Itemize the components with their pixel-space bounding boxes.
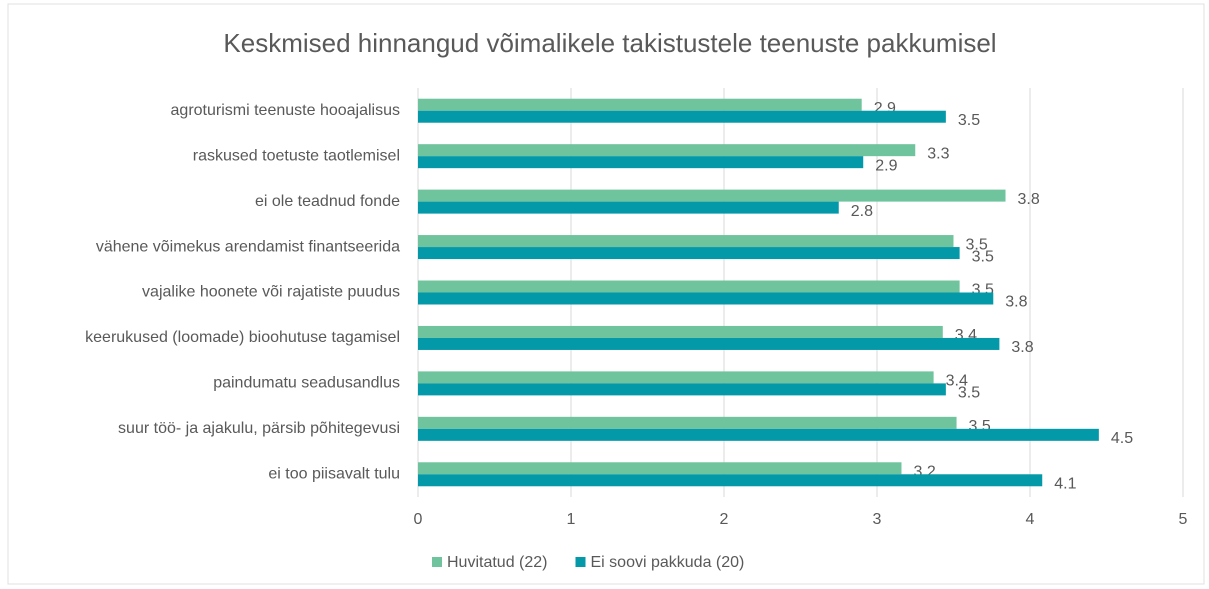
category-label: ei too piisavalt tulu xyxy=(268,465,400,482)
category-label: agroturismi teenuste hooajalisus xyxy=(171,102,400,119)
x-tick-label: 2 xyxy=(720,511,729,528)
bar xyxy=(418,383,946,396)
bar xyxy=(418,292,994,305)
data-label: 3.5 xyxy=(958,112,980,129)
data-label: 4.1 xyxy=(1054,475,1076,492)
bar xyxy=(418,280,960,293)
bar xyxy=(418,428,1099,441)
data-label: 3.3 xyxy=(927,145,949,162)
x-tick-label: 0 xyxy=(414,511,423,528)
data-label: 3.5 xyxy=(958,385,980,402)
bar xyxy=(418,201,839,214)
bar xyxy=(418,189,1006,202)
data-label: 2.8 xyxy=(851,203,873,220)
x-tick-label: 5 xyxy=(1179,511,1188,528)
data-label: 3.8 xyxy=(1011,339,1033,356)
bar xyxy=(418,474,1043,487)
x-tick-label: 4 xyxy=(1026,511,1035,528)
chart-title: Keskmised hinnangud võimalikele takistus… xyxy=(223,28,996,58)
bar xyxy=(418,98,862,111)
legend-swatch xyxy=(575,557,586,567)
category-label: paindumatu seadusandlus xyxy=(213,375,400,392)
legend-label: Huvitatud (22) xyxy=(447,554,548,571)
x-tick-label: 3 xyxy=(873,511,882,528)
bar xyxy=(418,337,1000,350)
bar xyxy=(418,462,902,475)
legend-label: Ei soovi pakkuda (20) xyxy=(591,554,745,571)
category-label: keerukused (loomade) bioohutuse tagamise… xyxy=(85,329,400,346)
bar xyxy=(418,235,954,248)
x-tick-label: 1 xyxy=(567,511,576,528)
category-label: vajalike hoonete või rajatiste puudus xyxy=(142,284,400,301)
bar xyxy=(418,110,946,123)
data-label: 3.8 xyxy=(1018,191,1040,208)
data-label: 3.5 xyxy=(966,236,988,253)
bar xyxy=(418,247,960,260)
data-label: 3.8 xyxy=(1005,294,1027,311)
data-label: 4.5 xyxy=(1111,430,1133,447)
legend-swatch xyxy=(432,557,442,567)
category-label: vähene võimekus arendamist finantseerida xyxy=(96,238,400,255)
category-label: suur töö- ja ajakulu, pärsib põhitegevus… xyxy=(118,420,400,437)
bar xyxy=(418,325,943,338)
bar xyxy=(418,144,916,157)
bar xyxy=(418,416,957,429)
bar xyxy=(418,371,934,384)
data-label: 3.5 xyxy=(972,248,994,265)
bar xyxy=(418,156,864,169)
category-label: ei ole teadnud fonde xyxy=(255,193,400,210)
data-label: 2.9 xyxy=(875,157,897,174)
data-label: 3.4 xyxy=(946,373,968,390)
category-label: raskused toetuste taotlemisel xyxy=(193,147,400,164)
